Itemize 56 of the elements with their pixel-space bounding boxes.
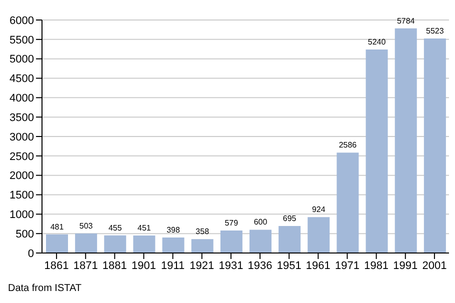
x-tick-label: 2001 — [422, 260, 447, 272]
data-label: 503 — [79, 221, 94, 230]
x-tick-label: 1961 — [306, 260, 330, 272]
x-tick-label: 1931 — [218, 260, 244, 272]
x-tick-label: 1911 — [160, 260, 185, 272]
y-tick-label: 1500 — [10, 190, 34, 202]
bar — [191, 239, 214, 253]
y-tick-label: 4500 — [10, 73, 34, 86]
data-label: 5523 — [426, 26, 444, 36]
bar — [75, 233, 98, 253]
x-tick-label: 1951 — [276, 260, 302, 272]
bar — [424, 38, 446, 253]
y-tick-label: 2000 — [10, 170, 34, 182]
y-tick-label: 0 — [28, 248, 34, 260]
data-label: 398 — [166, 226, 181, 235]
y-tick-label: 4000 — [10, 92, 34, 105]
y-tick-label: 5500 — [10, 34, 34, 46]
bar — [366, 50, 388, 253]
x-tick-label: 1871 — [73, 260, 98, 272]
x-tick-label: 1936 — [248, 260, 272, 272]
data-label: 2586 — [338, 140, 358, 150]
x-tick-label: 1981 — [364, 260, 389, 272]
x-tick-label: 1901 — [132, 260, 156, 272]
x-tick-label: 1861 — [44, 260, 69, 272]
data-label: 924 — [312, 205, 326, 214]
y-tick-label: 6000 — [10, 14, 34, 27]
bar — [394, 28, 417, 253]
text: Data from ISTAT — [8, 283, 82, 294]
bar — [162, 238, 184, 253]
y-tick-label: 1000 — [10, 209, 34, 222]
data-label: 5240 — [368, 38, 386, 47]
bar — [133, 235, 156, 253]
data-label: 481 — [50, 222, 64, 232]
data-label: 579 — [224, 218, 239, 228]
x-tick-label: 1881 — [102, 260, 127, 272]
data-label: 455 — [108, 223, 122, 232]
bar — [220, 230, 242, 253]
data-label: 600 — [254, 218, 268, 227]
bar — [46, 234, 68, 253]
y-tick-label: 5000 — [10, 54, 34, 66]
x-tick-label: 1921 — [190, 260, 214, 272]
y-tick-label: 2500 — [10, 150, 34, 163]
bar — [336, 152, 359, 253]
bar — [250, 230, 272, 253]
data-label: 5784 — [396, 16, 416, 26]
x-tick-label: 1971 — [335, 260, 360, 272]
data-label: 695 — [282, 214, 297, 224]
y-tick-label: 500 — [16, 228, 34, 240]
x-tick-label: 1991 — [393, 260, 418, 272]
y-tick-label: 3500 — [10, 112, 34, 124]
data-label: 451 — [138, 223, 152, 232]
bar — [104, 235, 126, 253]
y-tick-label: 3000 — [10, 131, 34, 144]
data-label: 358 — [196, 227, 210, 236]
bar — [308, 217, 330, 253]
bar — [278, 226, 301, 253]
